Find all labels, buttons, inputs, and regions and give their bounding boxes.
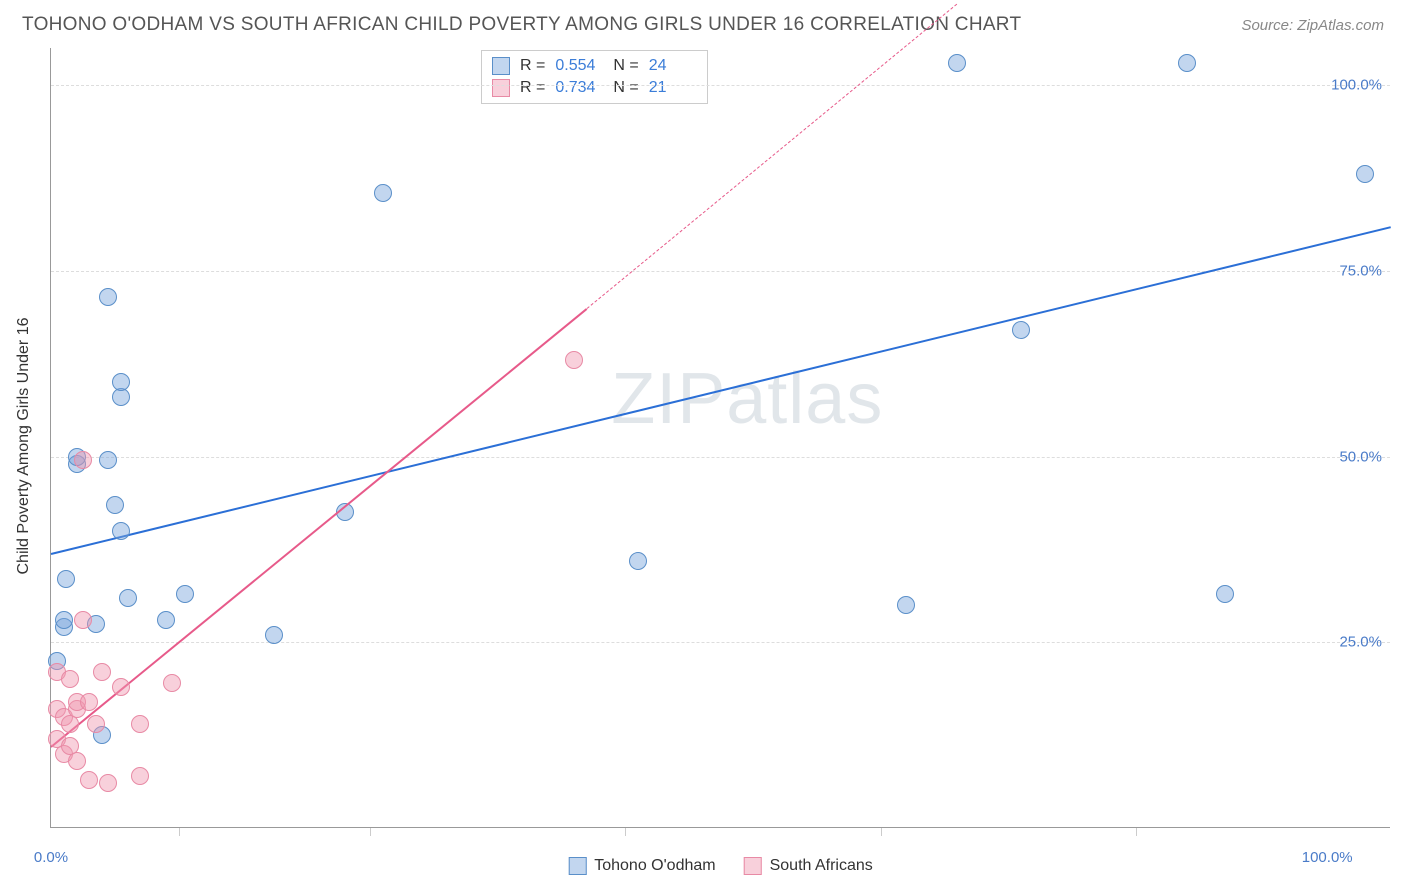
gridline-horizontal <box>51 457 1390 458</box>
gridline-vertical <box>179 828 180 836</box>
y-tick-label: 25.0% <box>1339 634 1382 651</box>
data-point <box>112 373 130 391</box>
data-point <box>131 715 149 733</box>
y-tick-label: 75.0% <box>1339 262 1382 279</box>
title-bar: TOHONO O'ODHAM VS SOUTH AFRICAN CHILD PO… <box>22 14 1384 36</box>
stat-n-label: N = <box>613 57 638 75</box>
gridline-horizontal <box>51 642 1390 643</box>
legend-label-2: South Africans <box>770 857 873 875</box>
gridline-vertical <box>625 828 626 836</box>
data-point <box>1178 54 1196 72</box>
stats-row-series2: R = 0.734 N = 21 <box>492 77 697 99</box>
data-point <box>131 767 149 785</box>
trend-line <box>50 308 587 748</box>
stats-row-series1: R = 0.554 N = 24 <box>492 55 697 77</box>
data-point <box>112 678 130 696</box>
data-point <box>99 451 117 469</box>
data-point <box>55 611 73 629</box>
stat-r-value-2: 0.734 <box>555 79 603 97</box>
data-point <box>1012 321 1030 339</box>
y-axis-label: Child Poverty Among Girls Under 16 <box>15 318 33 575</box>
data-point <box>87 715 105 733</box>
data-point <box>948 54 966 72</box>
data-point <box>106 496 124 514</box>
data-point <box>119 589 137 607</box>
data-point <box>1356 165 1374 183</box>
stat-n-value-1: 24 <box>649 57 697 75</box>
stat-n-label: N = <box>613 79 638 97</box>
stat-r-value-1: 0.554 <box>555 57 603 75</box>
data-point <box>80 693 98 711</box>
legend-item-series2: South Africans <box>744 857 873 875</box>
data-point <box>68 752 86 770</box>
gridline-vertical <box>370 828 371 836</box>
legend-swatch-2 <box>744 857 762 875</box>
x-tick-label: 0.0% <box>34 849 68 866</box>
bottom-legend: Tohono O'odham South Africans <box>568 857 873 875</box>
legend-label-1: Tohono O'odham <box>594 857 715 875</box>
stat-r-label: R = <box>520 57 545 75</box>
data-point <box>565 351 583 369</box>
swatch-series2 <box>492 79 510 97</box>
correlation-stats-box: R = 0.554 N = 24 R = 0.734 N = 21 <box>481 50 708 104</box>
trend-line <box>51 226 1391 555</box>
chart-plot-area: ZIPatlas R = 0.554 N = 24 R = 0.734 N = … <box>50 48 1390 828</box>
data-point <box>74 611 92 629</box>
data-point <box>265 626 283 644</box>
data-point <box>157 611 175 629</box>
swatch-series1 <box>492 57 510 75</box>
y-tick-label: 100.0% <box>1331 77 1382 94</box>
legend-item-series1: Tohono O'odham <box>568 857 715 875</box>
legend-swatch-1 <box>568 857 586 875</box>
data-point <box>80 771 98 789</box>
gridline-horizontal <box>51 85 1390 86</box>
stat-n-value-2: 21 <box>649 79 697 97</box>
data-point <box>93 663 111 681</box>
gridline-vertical <box>881 828 882 836</box>
chart-title: TOHONO O'ODHAM VS SOUTH AFRICAN CHILD PO… <box>22 14 1021 36</box>
data-point <box>61 670 79 688</box>
y-tick-label: 50.0% <box>1339 448 1382 465</box>
data-point <box>99 288 117 306</box>
stat-r-label: R = <box>520 79 545 97</box>
watermark-text: ZIPatlas <box>611 358 883 440</box>
data-point <box>1216 585 1234 603</box>
gridline-vertical <box>1136 828 1137 836</box>
source-label: Source: ZipAtlas.com <box>1241 17 1384 34</box>
data-point <box>99 774 117 792</box>
data-point <box>629 552 647 570</box>
data-point <box>112 522 130 540</box>
data-point <box>176 585 194 603</box>
data-point <box>897 596 915 614</box>
data-point <box>163 674 181 692</box>
data-point <box>374 184 392 202</box>
x-tick-label: 100.0% <box>1302 849 1353 866</box>
gridline-horizontal <box>51 271 1390 272</box>
data-point <box>57 570 75 588</box>
data-point <box>74 451 92 469</box>
